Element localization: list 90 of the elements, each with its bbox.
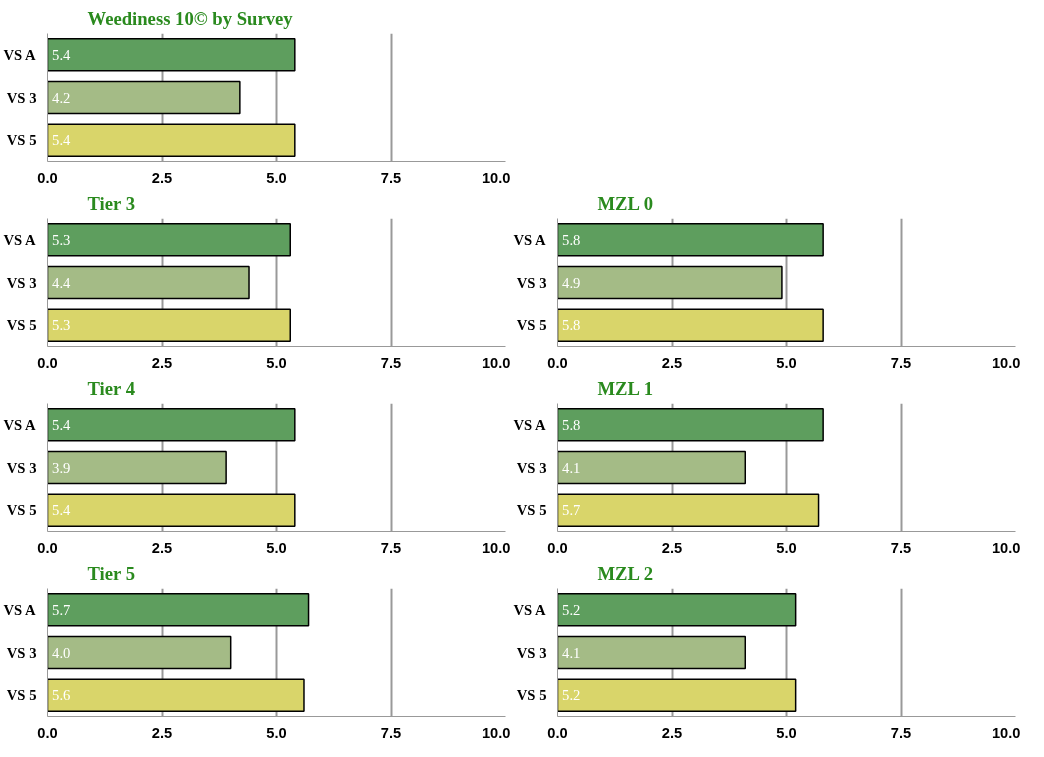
data-label: 5.2	[562, 601, 581, 618]
y-tick-label: VS 5	[6, 687, 37, 704]
y-tick-label: VS 3	[6, 459, 37, 476]
y-tick-label: VS 5	[516, 317, 547, 334]
x-tick-label: 10.0	[481, 539, 511, 556]
x-tick-label: 2.5	[151, 169, 173, 186]
y-tick-label: VS 3	[516, 644, 547, 661]
y-tick-label: VS 3	[6, 644, 37, 661]
y-tick-label: VS A	[3, 231, 37, 248]
data-label: 5.4	[52, 416, 72, 433]
data-label: 5.3	[52, 317, 71, 334]
x-tick-label: 2.5	[661, 539, 683, 556]
bar	[47, 635, 232, 670]
chart-title: MZL 2	[597, 562, 653, 584]
y-tick-label: VS A	[3, 601, 37, 618]
x-tick-label: 2.5	[151, 724, 173, 741]
x-tick-label: 5.0	[776, 539, 797, 556]
chart-title: Tier 3	[87, 192, 136, 214]
y-tick-label: VS 3	[6, 89, 37, 106]
x-tick-label: 2.5	[151, 354, 173, 371]
y-tick-label: VS A	[3, 416, 37, 433]
x-tick-label: 5.0	[266, 169, 287, 186]
data-label: 4.0	[52, 644, 71, 661]
x-tick-label: 2.5	[661, 724, 683, 741]
data-label: 5.6	[52, 687, 71, 704]
x-tick-label: 10.0	[991, 724, 1021, 741]
data-label: 4.9	[562, 274, 581, 291]
x-tick-label: 0.0	[37, 539, 58, 556]
x-tick-label: 5.0	[266, 539, 287, 556]
x-tick-label: 5.0	[776, 724, 797, 741]
x-tick-label: 10.0	[481, 169, 511, 186]
x-tick-label: 0.0	[37, 354, 58, 371]
x-tick-label: 7.5	[890, 539, 912, 556]
x-tick-label: 7.5	[890, 724, 912, 741]
chart-title: MZL 0	[597, 192, 653, 214]
y-tick-label: VS A	[3, 46, 37, 63]
data-label: 5.4	[52, 502, 72, 519]
x-tick-label: 0.0	[547, 539, 568, 556]
bar	[557, 493, 820, 527]
data-label: 4.2	[52, 89, 71, 106]
data-label: 5.4	[52, 132, 72, 149]
x-tick-label: 7.5	[890, 354, 912, 371]
x-tick-label: 2.5	[661, 354, 683, 371]
x-tick-label: 0.0	[547, 354, 568, 371]
y-tick-label: VS 5	[516, 687, 547, 704]
y-tick-label: VS A	[513, 231, 547, 248]
y-tick-label: VS A	[513, 601, 547, 618]
y-tick-label: VS 5	[6, 317, 37, 334]
chart-title: Tier 5	[87, 562, 136, 584]
x-tick-label: 10.0	[991, 354, 1021, 371]
data-label: 4.4	[52, 274, 72, 291]
y-tick-label: VS 5	[516, 502, 547, 519]
y-tick-label: VS 3	[516, 459, 547, 476]
y-tick-label: VS 5	[6, 502, 37, 519]
chart-title: MZL 1	[597, 377, 653, 399]
x-tick-label: 5.0	[266, 354, 287, 371]
x-tick-label: 10.0	[481, 354, 511, 371]
x-tick-label: 7.5	[380, 169, 402, 186]
x-tick-label: 10.0	[991, 539, 1021, 556]
y-tick-label: VS 3	[516, 274, 547, 291]
data-label: 3.9	[52, 459, 71, 476]
data-label: 5.4	[52, 46, 72, 63]
bar	[557, 408, 824, 442]
chart-title: Weediness 10© by Survey	[87, 7, 294, 29]
data-label: 4.1	[562, 644, 581, 661]
x-tick-label: 7.5	[380, 539, 402, 556]
chart-title: Tier 4	[87, 377, 136, 399]
x-tick-label: 10.0	[481, 724, 511, 741]
bar	[47, 678, 305, 712]
bar	[47, 593, 310, 627]
y-tick-label: VS A	[513, 416, 547, 433]
data-label: 4.1	[562, 459, 581, 476]
x-tick-label: 7.5	[380, 354, 402, 371]
x-tick-label: 5.0	[266, 724, 287, 741]
x-tick-label: 2.5	[151, 539, 173, 556]
x-tick-label: 0.0	[547, 724, 568, 741]
data-label: 5.8	[562, 231, 581, 248]
data-label: 5.7	[562, 502, 581, 519]
y-tick-label: VS 5	[6, 132, 37, 149]
bar	[557, 450, 747, 485]
data-label: 5.8	[562, 317, 581, 334]
data-label: 5.3	[52, 231, 71, 248]
data-label: 5.8	[562, 416, 581, 433]
data-label: 5.7	[52, 601, 71, 618]
x-tick-label: 5.0	[776, 354, 797, 371]
x-tick-label: 0.0	[37, 169, 58, 186]
x-tick-label: 0.0	[37, 724, 58, 741]
y-tick-label: VS 3	[6, 274, 37, 291]
x-tick-label: 7.5	[380, 724, 402, 741]
data-label: 5.2	[562, 687, 581, 704]
